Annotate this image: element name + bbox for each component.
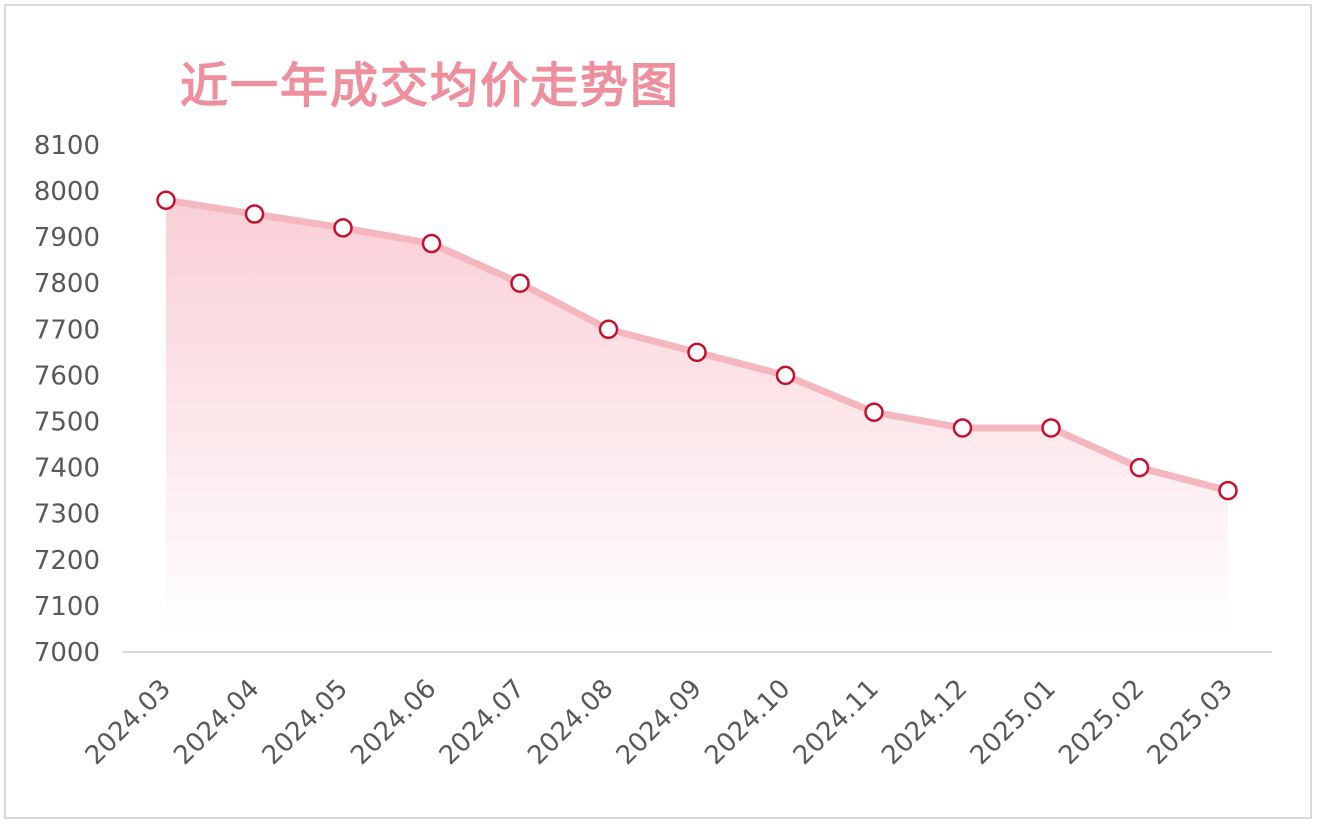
- chart-title: 近一年成交均价走势图: [180, 58, 681, 114]
- y-tick-label: 7800: [34, 269, 100, 299]
- x-tick-label: 2024.09: [611, 674, 708, 771]
- marker-layer: [156, 190, 1238, 501]
- y-tick-label: 8000: [34, 177, 100, 207]
- x-tick-label: 2025.01: [965, 674, 1062, 771]
- x-axis-ticks: 2024.032024.042024.052024.062024.072024.…: [80, 674, 1239, 771]
- y-tick-label: 7000: [34, 638, 100, 668]
- x-tick-label: 2024.12: [876, 674, 973, 771]
- data-point-2024.06: [421, 233, 442, 254]
- area-layer: [166, 200, 1228, 636]
- data-point-2024.10: [775, 365, 796, 386]
- area-fill: [166, 200, 1228, 636]
- x-tick-label: 2024.11: [788, 674, 885, 771]
- x-tick-label: 2024.07: [434, 674, 531, 771]
- x-tick-label: 2024.10: [699, 674, 796, 771]
- data-point-2025.03: [1218, 480, 1238, 501]
- x-tick-label: 2024.06: [345, 674, 442, 771]
- x-tick-label: 2024.08: [522, 674, 619, 771]
- y-axis-ticks: 7000 7100 7200 7300 7400 7500 7600 7700 7800 7900…: [34, 131, 100, 668]
- data-point-2025.02: [1129, 457, 1150, 478]
- y-tick-label: 7500: [34, 408, 100, 438]
- y-tick-label: 7400: [34, 454, 100, 484]
- data-point-2024.09: [687, 342, 707, 363]
- data-point-2024.12: [952, 418, 973, 438]
- x-tick-label: 2024.04: [168, 674, 265, 771]
- x-tick-label: 2024.05: [257, 674, 354, 771]
- y-tick-label: 8100: [34, 131, 100, 161]
- y-tick-label: 7900: [34, 223, 100, 253]
- y-tick-label: 7100: [34, 592, 100, 622]
- y-tick-label: 7700: [34, 315, 100, 345]
- data-point-2024.05: [333, 218, 353, 238]
- x-tick-label: 2025.03: [1142, 674, 1239, 771]
- y-tick-label: 7600: [34, 361, 100, 391]
- data-point-2025.01: [1041, 418, 1061, 438]
- data-point-2024.04: [244, 204, 265, 224]
- x-tick-label: 2024.03: [80, 674, 177, 771]
- x-tick-label: 2025.02: [1053, 674, 1150, 771]
- y-tick-label: 7200: [34, 546, 100, 576]
- data-point-2024.07: [510, 273, 530, 293]
- data-point-2024.08: [598, 319, 619, 340]
- y-tick-label: 7300: [34, 500, 100, 530]
- data-point-2024.03: [156, 190, 176, 210]
- data-point-2024.11: [864, 402, 884, 423]
